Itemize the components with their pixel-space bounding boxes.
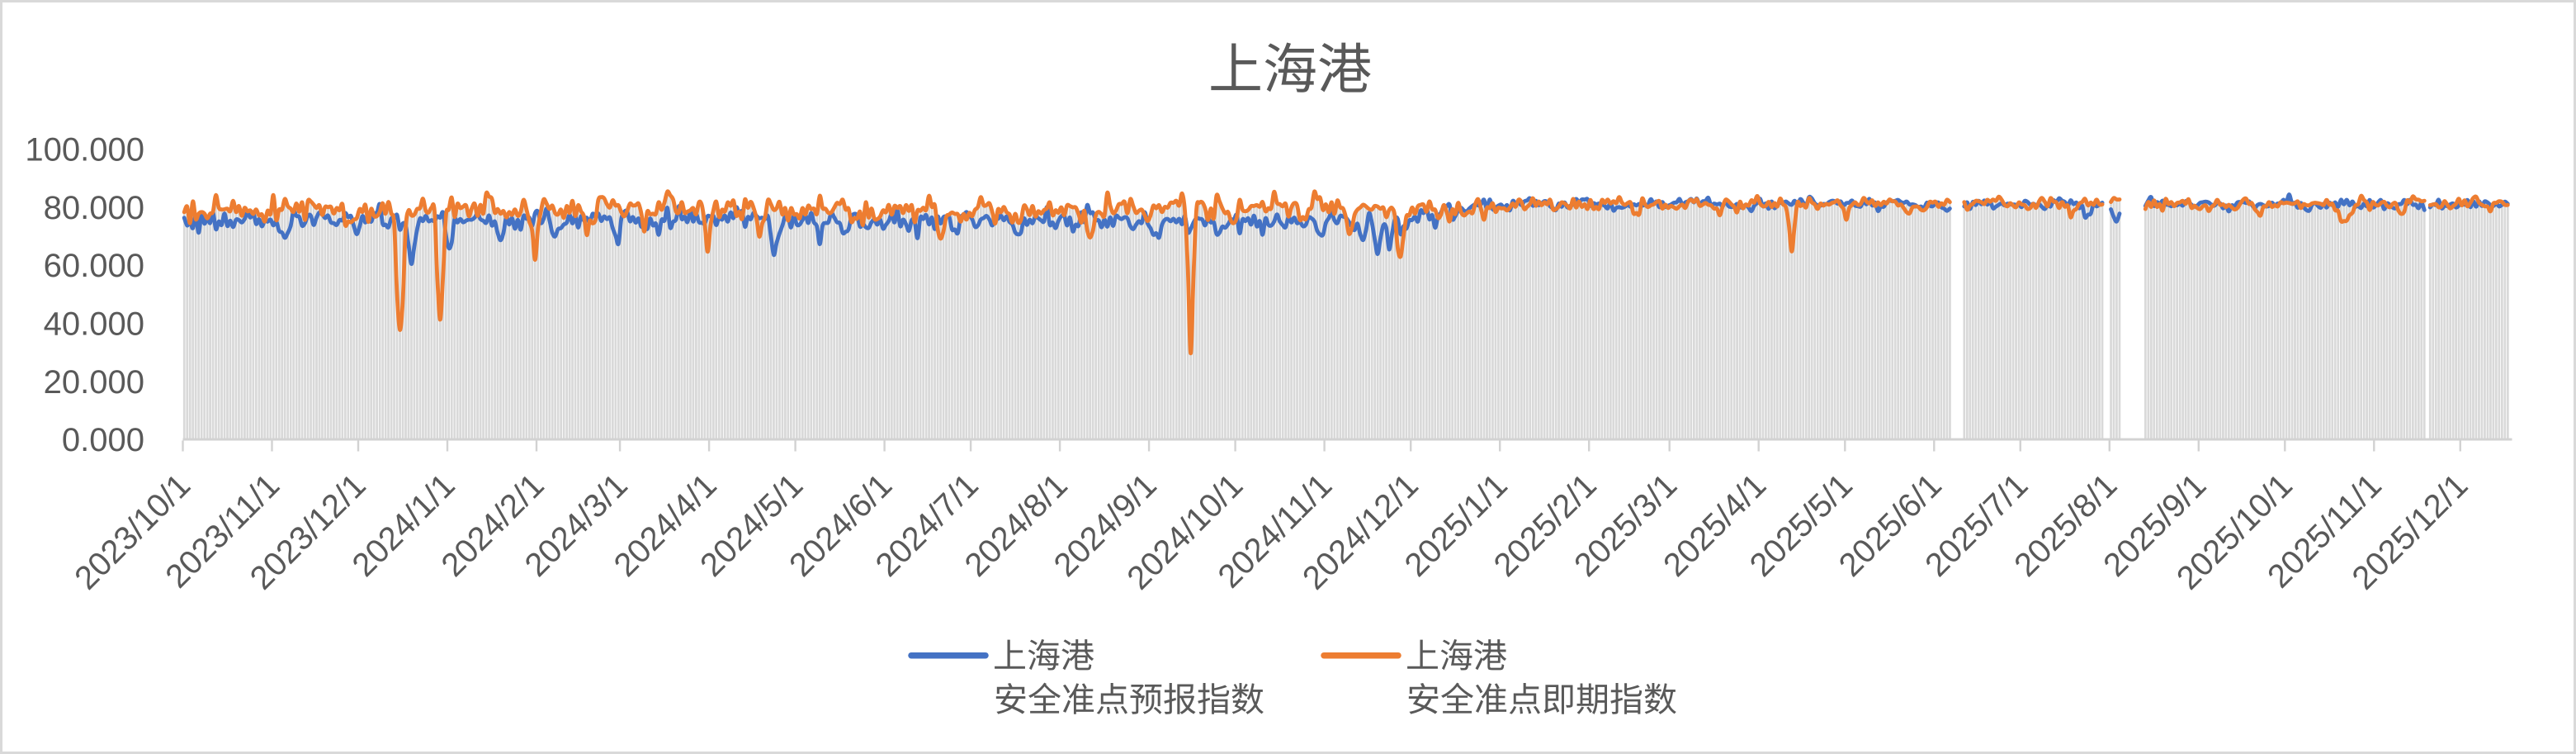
svg-text:100.000: 100.000 xyxy=(25,132,144,168)
svg-text:60.000: 60.000 xyxy=(44,248,144,284)
svg-text:80.000: 80.000 xyxy=(44,190,144,226)
svg-text:40.000: 40.000 xyxy=(44,306,144,343)
svg-text:0.000: 0.000 xyxy=(62,422,144,458)
svg-text:20.000: 20.000 xyxy=(44,364,144,401)
